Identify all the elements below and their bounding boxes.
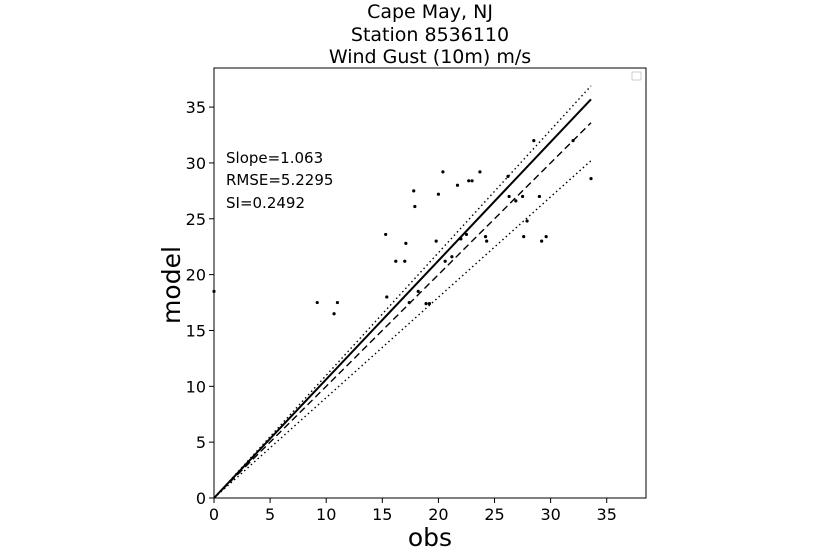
- x-tick-label: 10: [316, 505, 336, 524]
- data-point: [412, 189, 416, 193]
- data-point: [434, 239, 438, 243]
- plot-frame: [213, 67, 647, 499]
- fit-line-dashed-1: [213, 122, 592, 499]
- data-point: [385, 295, 389, 299]
- x-tick-label: 15: [372, 505, 392, 524]
- y-tick-label: 25: [186, 210, 206, 229]
- data-point: [332, 312, 336, 316]
- y-tick-label: 35: [186, 98, 206, 117]
- y-tick-label: 5: [196, 433, 206, 452]
- y-tick-label: 30: [186, 154, 206, 173]
- data-point: [335, 300, 340, 305]
- y-tick-label: 20: [186, 266, 206, 285]
- data-point: [532, 138, 536, 143]
- data-point: [459, 237, 463, 241]
- data-point: [589, 176, 593, 181]
- data-point: [424, 302, 428, 306]
- plot-area: [212, 85, 593, 499]
- x-tick-label: 20: [428, 505, 448, 524]
- data-point: [416, 289, 420, 293]
- axis-ticks: 0 5 10 15 20 25 30 35 0 5 10 15 20 25 30 35: [186, 98, 617, 524]
- data-point: [544, 235, 548, 239]
- data-point: [427, 302, 432, 306]
- y-tick-label: 0: [196, 489, 206, 508]
- data-point: [464, 232, 469, 237]
- data-point: [514, 199, 518, 203]
- chart-title-line-3: Wind Gust (10m) m/s: [329, 46, 531, 68]
- data-point: [571, 138, 575, 143]
- fit-line-dotted-3: [213, 160, 592, 499]
- data-point: [470, 179, 474, 183]
- stat-rmse: RMSE=5.2295: [226, 171, 333, 189]
- x-tick-label: 0: [209, 505, 219, 524]
- x-tick-label: 30: [540, 505, 560, 524]
- data-point: [315, 300, 319, 305]
- data-point: [413, 204, 417, 209]
- stat-slope: Slope=1.063: [226, 149, 323, 167]
- y-tick-label: 10: [186, 377, 206, 396]
- data-point: [455, 183, 460, 187]
- data-point: [394, 259, 398, 263]
- data-point: [450, 255, 454, 259]
- data-point: [540, 239, 544, 243]
- data-point: [467, 179, 471, 183]
- data-point: [537, 194, 542, 199]
- x-tick-label: 35: [597, 505, 617, 524]
- x-tick-label: 5: [265, 505, 275, 524]
- data-point: [441, 170, 445, 174]
- data-point: [520, 194, 525, 199]
- chart-title-line-2: Station 8536110: [351, 24, 509, 46]
- x-axis-label: obs: [408, 523, 452, 552]
- data-point: [483, 235, 488, 239]
- y-tick-label: 15: [186, 321, 206, 340]
- data-point: [485, 239, 489, 243]
- data-point: [436, 192, 441, 196]
- stat-si: SI=0.2492: [226, 194, 305, 212]
- data-point: [522, 235, 526, 239]
- data-point: [506, 174, 510, 178]
- data-point: [404, 241, 408, 245]
- fit-line-solid-0: [213, 98, 592, 499]
- data-point: [443, 259, 447, 263]
- data-point: [384, 232, 388, 237]
- fit-line-dotted-2: [213, 85, 592, 499]
- x-tick-label: 25: [484, 505, 504, 524]
- legend-box: [631, 71, 642, 81]
- data-point: [525, 219, 529, 223]
- y-axis-label: model: [157, 246, 186, 324]
- data-point: [507, 194, 511, 199]
- data-point: [478, 170, 482, 174]
- data-point: [407, 300, 411, 305]
- data-point: [403, 259, 407, 263]
- chart-title-line-1: Cape May, NJ: [367, 1, 493, 23]
